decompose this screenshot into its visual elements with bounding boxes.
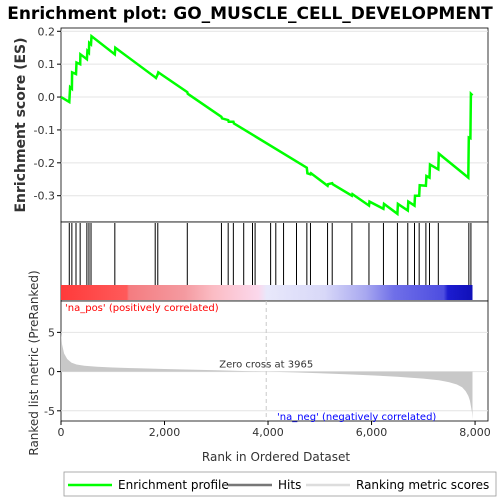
es-y-tick-label: 0.1 <box>38 58 56 71</box>
es-y-tick-label: -0.2 <box>34 157 55 170</box>
metric-panel-frame <box>60 300 489 422</box>
legend-hits-label: Hits <box>278 478 301 492</box>
x-tick-label: 8,000 <box>459 426 491 439</box>
metric-y-axis-label: Ranked list metric (PreRanked) <box>27 270 41 455</box>
rank-color-bar <box>61 285 473 300</box>
metric-y-tick-label: -5 <box>44 405 55 418</box>
metric-panel: Zero cross at 3965 'na_pos' (positively … <box>27 270 491 464</box>
metric-x-ticks: 0 2,000 4,000 6,000 8,000 <box>58 421 491 439</box>
positive-correlation-label: 'na_pos' (positively correlated) <box>65 303 219 314</box>
metric-y-tick-label: 0 <box>48 366 55 379</box>
legend-metric-label: Ranking metric scores <box>356 478 489 492</box>
metric-y-tick-label: 5 <box>48 326 55 339</box>
x-tick-label: 4,000 <box>252 426 284 439</box>
x-axis-label: Rank in Ordered Dataset <box>202 450 350 464</box>
es-y-tick-label: -0.3 <box>34 190 55 203</box>
x-tick-label: 2,000 <box>149 426 181 439</box>
es-y-tick-label: -0.1 <box>34 124 55 137</box>
hits-panel <box>60 221 489 302</box>
legend: Enrichment profile Hits Ranking metric s… <box>63 471 497 497</box>
legend-box <box>63 471 497 497</box>
hit-lines <box>68 223 472 285</box>
metric-y-ticks: 5 0 -5 <box>44 326 61 418</box>
x-tick-label: 6,000 <box>356 426 388 439</box>
es-panel-frame <box>60 27 489 223</box>
zero-cross-label: Zero cross at 3965 <box>219 360 313 371</box>
es-y-axis-label: Enrichment score (ES) <box>13 37 29 212</box>
es-panel: 0.2 0.1 0.0 -0.1 -0.2 -0.3 Enrichment score (… <box>13 25 489 223</box>
legend-enrichment-label: Enrichment profile <box>118 478 229 492</box>
ranking-metric-area <box>61 330 473 420</box>
enrichment-profile-line <box>60 33 474 217</box>
es-y-ticks: 0.2 0.1 0.0 -0.1 -0.2 -0.3 <box>34 25 61 203</box>
x-tick-label: 0 <box>58 426 65 439</box>
chart-title: Enrichment plot: GO_MUSCLE_CELL_DEVELOPM… <box>7 4 493 24</box>
negative-correlation-label: 'na_neg' (negatively correlated) <box>277 412 436 423</box>
es-y-tick-label: 0.0 <box>38 91 56 104</box>
es-grid <box>61 30 488 197</box>
es-y-tick-label: 0.2 <box>38 25 56 38</box>
